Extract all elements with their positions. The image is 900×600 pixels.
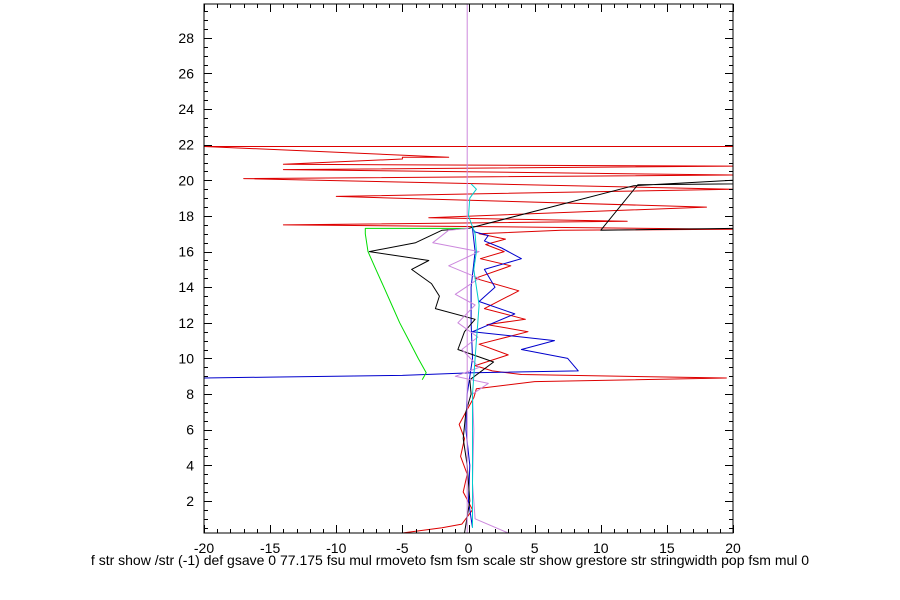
x-tick-label: 20: [725, 540, 741, 556]
y-tick-label: 26: [178, 65, 194, 81]
y-tick-label: 24: [178, 101, 194, 117]
y-tick-label: 20: [178, 172, 194, 188]
x-tick-label: -5: [396, 540, 409, 556]
x-tick-label: -10: [326, 540, 346, 556]
y-tick-label: 18: [178, 208, 194, 224]
series-line-7: [468, 183, 480, 528]
postscript-caption: f str show /str (-1) def gsave 0 77.175 …: [90, 552, 810, 568]
y-tick-label: 22: [178, 137, 194, 153]
x-tick-label: -20: [194, 540, 214, 556]
x-tick-label: -15: [260, 540, 280, 556]
series-layer: [204, 4, 733, 533]
series-line-4: [364, 227, 469, 381]
y-tick-label: 6: [186, 422, 194, 438]
series-line-2: [204, 227, 579, 528]
y-tick-label: 14: [178, 279, 194, 295]
series-line-6: [432, 227, 509, 533]
y-tick-label: 16: [178, 244, 194, 260]
series-line-3: [368, 179, 733, 533]
x-tick-label: 5: [531, 540, 539, 556]
x-tick-label: 10: [593, 540, 609, 556]
y-tick-label: 8: [186, 386, 194, 402]
tick-layer: -20 -15 -10 -5 0 5 10 15 20246810121416182022242…: [178, 4, 741, 556]
y-tick-label: 4: [186, 457, 194, 473]
x-tick-label: 0: [465, 540, 473, 556]
x-tick-label: 15: [659, 540, 675, 556]
y-tick-label: 12: [178, 315, 194, 331]
y-tick-label: 28: [178, 30, 194, 46]
y-tick-label: 2: [186, 493, 194, 509]
y-tick-label: 10: [178, 350, 194, 366]
series-line-1: [204, 146, 733, 533]
plot-frame: [203, 3, 734, 534]
